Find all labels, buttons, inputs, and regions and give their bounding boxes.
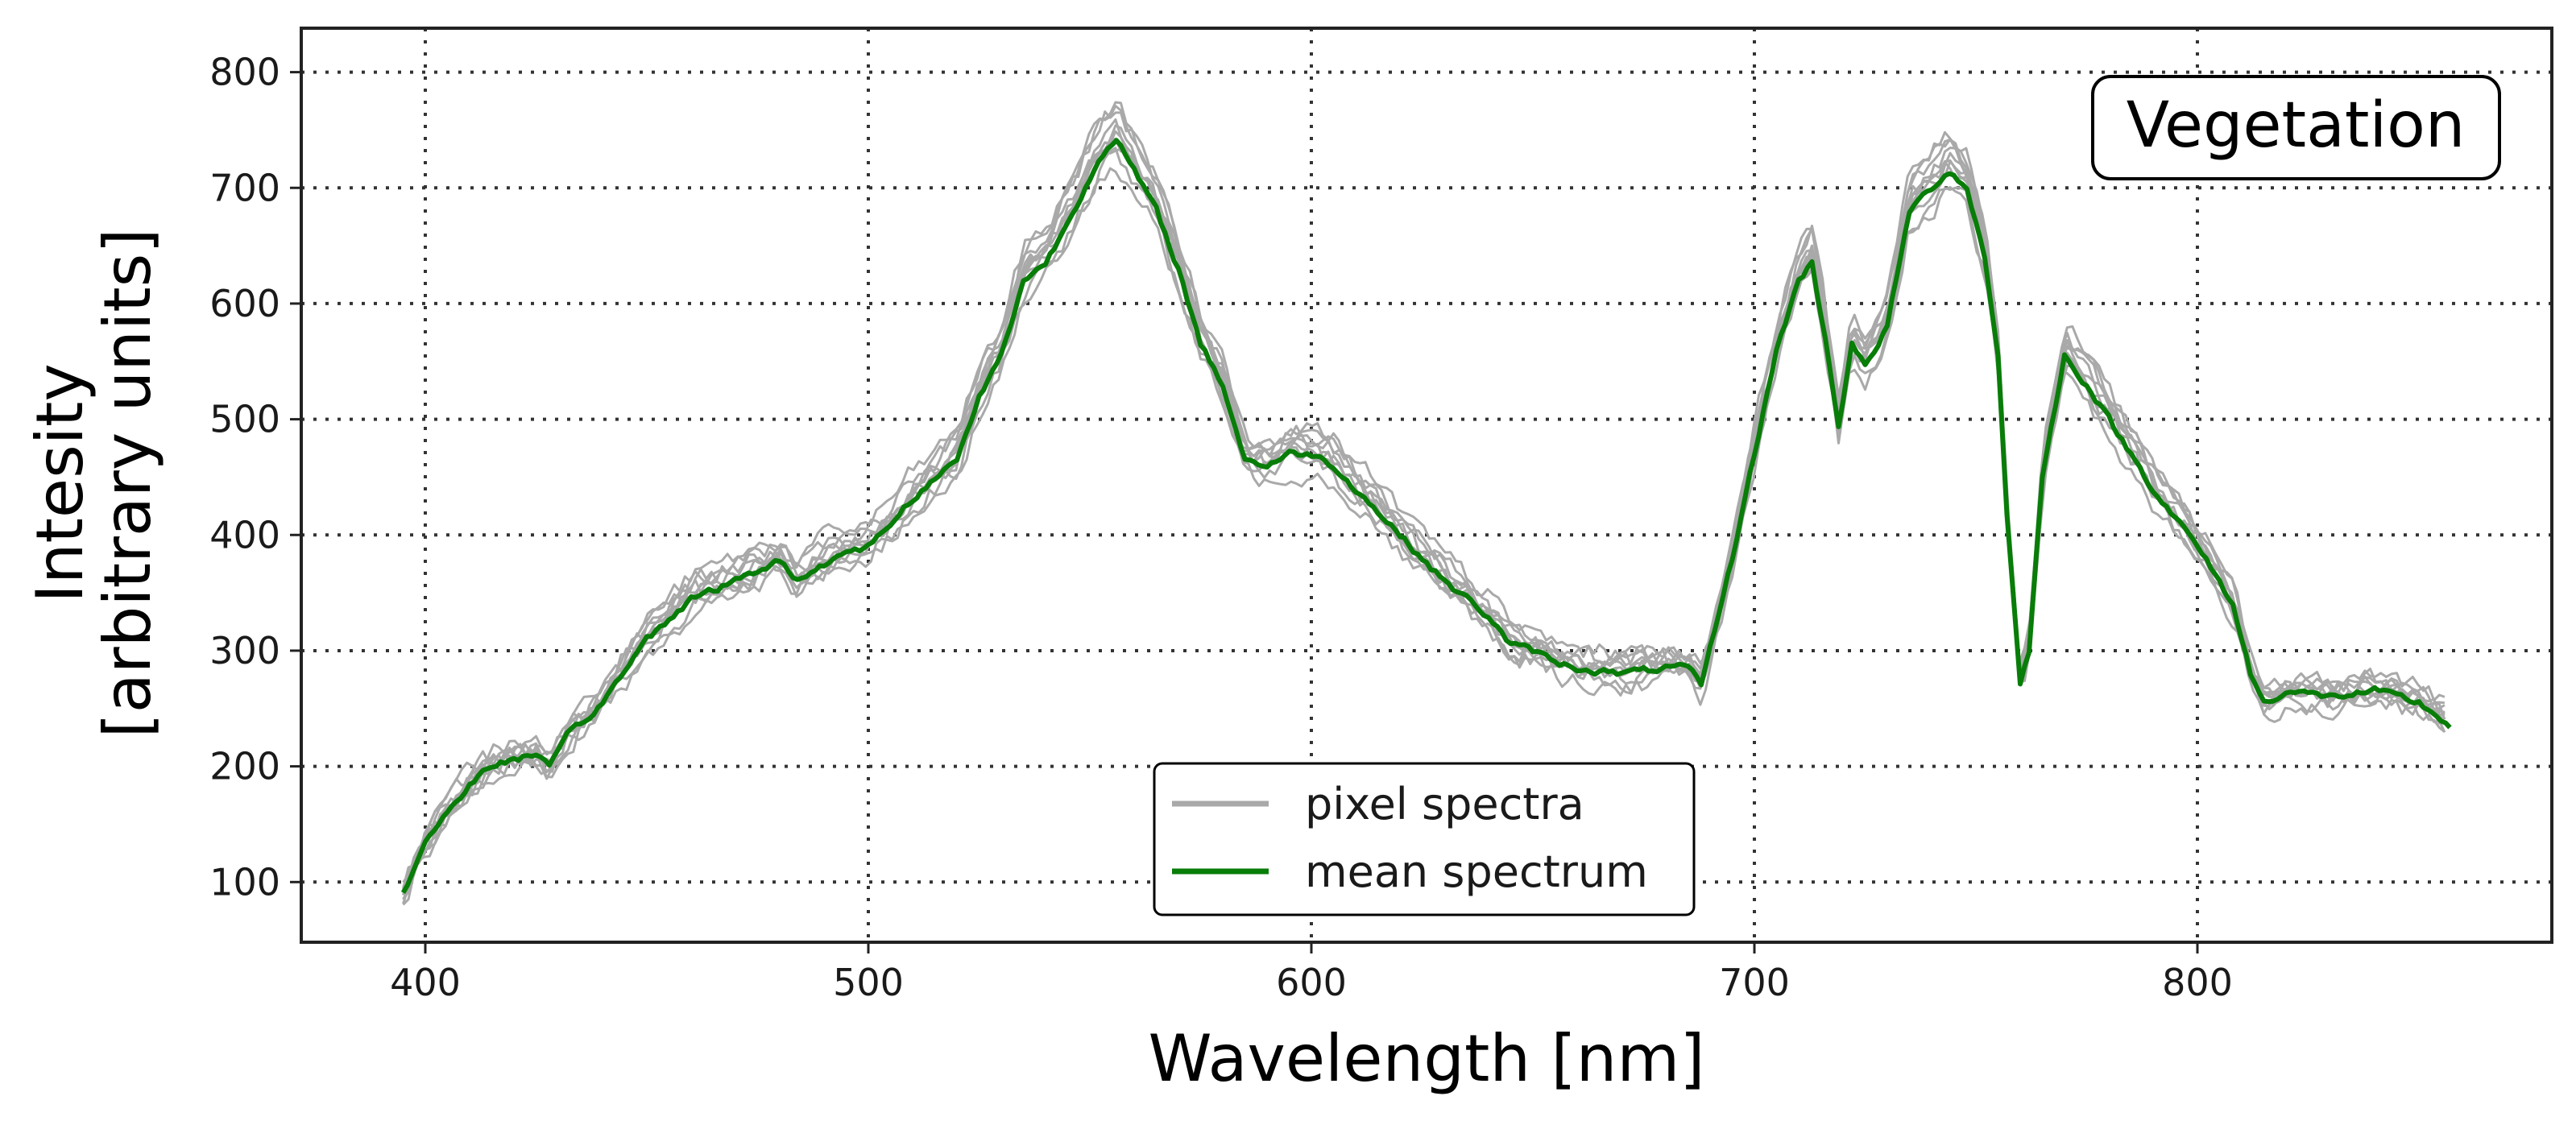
x-axis-title: Wavelength [nm] <box>1148 1021 1704 1096</box>
x-tick-label: 800 <box>2162 961 2233 1004</box>
y-tick-label: 300 <box>209 629 280 672</box>
axis-ticks: 400 500 600 700 800 100 200 300 400 500 600 700 800 <box>209 51 2233 1004</box>
y-tick-label: 200 <box>209 745 280 788</box>
mean-spectrum <box>400 138 2452 895</box>
y-tick-label: 500 <box>209 398 280 441</box>
x-tick-label: 700 <box>1719 961 1790 1004</box>
y-tick-label: 800 <box>209 51 280 94</box>
annotation-box: Vegetation <box>2091 75 2501 180</box>
legend-mean-label: mean spectrum <box>1305 846 1648 897</box>
pixel-spectrum-line <box>402 147 2446 900</box>
mean-spectrum-line <box>400 138 2452 895</box>
x-tick-label: 600 <box>1276 961 1347 1004</box>
y-tick-label: 700 <box>209 166 280 209</box>
y-tick-label: 100 <box>209 860 280 904</box>
plot-frame <box>300 27 2553 944</box>
annotation-text: Vegetation <box>2127 89 2466 162</box>
legend: pixel spectra mean spectrum <box>1153 762 1696 916</box>
x-tick-label: 500 <box>833 961 904 1004</box>
y-tick-label: 600 <box>209 282 280 325</box>
pixel-spectrum-line <box>402 110 2446 896</box>
y-axis-title-line1: Intesity <box>23 363 97 603</box>
x-tick-label: 400 <box>390 961 461 1004</box>
pixel-spectrum-line <box>402 105 2446 883</box>
legend-pixel-label: pixel spectra <box>1305 779 1584 829</box>
legend-frame <box>1153 762 1696 916</box>
y-tick-label: 400 <box>209 513 280 556</box>
y-axis-title-line2: [arbitrary units] <box>90 229 165 738</box>
pixel-spectrum-line <box>402 167 2446 906</box>
